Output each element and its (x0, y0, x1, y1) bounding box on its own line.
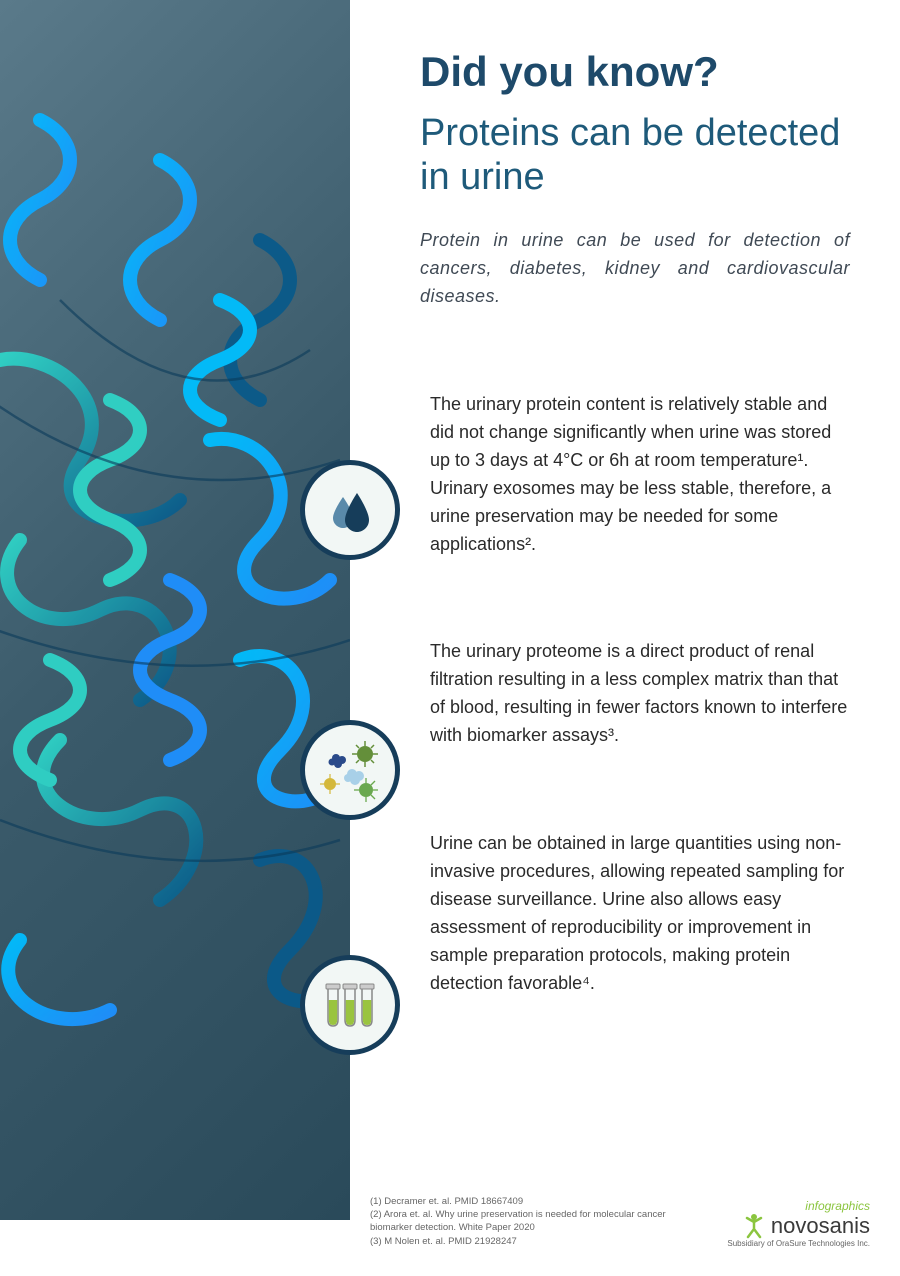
page-title: Did you know? (420, 50, 850, 94)
references: (1) Decramer et. al. PMID 18667409 (2) A… (370, 1195, 680, 1248)
page-subtitle: Proteins can be detected in urine (420, 112, 850, 199)
lead-paragraph: Protein in urine can be used for detecti… (420, 227, 850, 311)
fact-text-1: The urinary protein content is relativel… (420, 391, 850, 558)
logo-brand-text: novosanis (771, 1213, 870, 1239)
fact-icon-drops (300, 460, 400, 560)
logo-subtext: Subsidiary of OraSure Technologies Inc. (727, 1239, 870, 1248)
logo-brand: novosanis (727, 1213, 870, 1239)
brand-logo: infographics novosanis Subsidiary of Ora… (727, 1199, 870, 1248)
reference-3: (3) M Nolen et. al. PMID 21928247 (370, 1235, 680, 1248)
logo-tagline: infographics (727, 1199, 870, 1213)
content-panel: Did you know? Proteins can be detected i… (350, 0, 900, 1276)
left-panel (0, 0, 350, 1220)
logo-figure-icon (743, 1213, 765, 1239)
microbes-icon (310, 730, 390, 810)
test-tubes-icon (320, 978, 380, 1033)
reference-2: (2) Arora et. al. Why urine preservation… (370, 1208, 680, 1235)
water-drops-icon (325, 485, 375, 535)
fact-text-3: Urine can be obtained in large quantitie… (420, 830, 850, 997)
protein-ribbon-art (0, 100, 350, 1100)
reference-1: (1) Decramer et. al. PMID 18667409 (370, 1195, 680, 1208)
fact-icon-microbes (300, 720, 400, 820)
fact-text-2: The urinary proteome is a direct product… (420, 638, 850, 750)
fact-icon-tubes (300, 955, 400, 1055)
